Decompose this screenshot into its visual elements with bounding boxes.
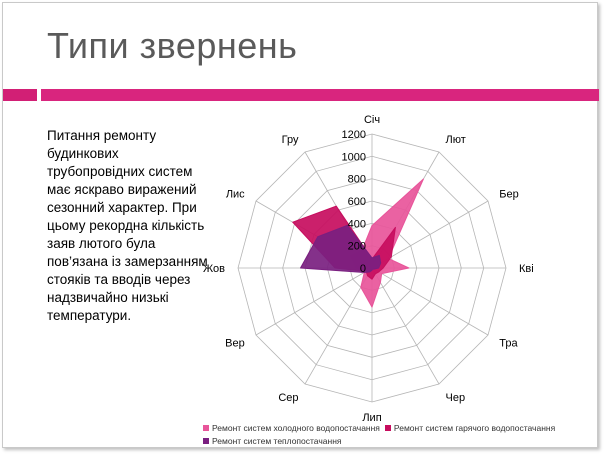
legend-label: Ремонт систем теплопостачання — [212, 436, 342, 446]
category-label: Вер — [225, 338, 245, 350]
category-label: Кві — [519, 263, 534, 275]
radar-series — [292, 178, 424, 308]
category-label: Сер — [278, 392, 298, 404]
radial-tick-label: 600 — [348, 196, 366, 208]
category-label: Лют — [446, 134, 466, 146]
slide: Типи звернень Питання ремонту будинкових… — [2, 2, 599, 448]
category-label: Бер — [499, 189, 518, 201]
legend-swatch — [203, 425, 209, 431]
legend-label: Ремонт систем гарячого водопостачання — [393, 423, 556, 433]
radial-tick-label: 800 — [348, 174, 366, 186]
legend-label: Ремонт систем холодного водопостачання — [212, 423, 380, 433]
grid-spoke — [255, 267, 373, 336]
body-text: Питання ремонту будинкових трубопровідни… — [47, 128, 208, 323]
category-label: Лип — [362, 412, 381, 424]
slide-title: Типи звернень — [47, 25, 298, 66]
radar-labels: 0 200 400 600 800 1000 1200 Січ Лют Бер Кві Тра Чер Л… — [203, 114, 534, 424]
radial-tick-label: 1200 — [342, 129, 366, 141]
radar-chart: 0 200 400 600 800 1000 1200 Січ Лют Бер Кві Тра Чер Л… — [203, 114, 534, 424]
radial-tick-label: 400 — [348, 218, 366, 230]
chart-legend: Ремонт систем холодного водопостачання Ре… — [203, 422, 593, 448]
category-label: Чер — [446, 392, 466, 404]
radial-tick-label: 1000 — [342, 151, 366, 163]
legend-swatch — [203, 438, 209, 444]
legend-item: Ремонт систем теплопостачання — [203, 435, 342, 448]
title-underline-bar — [41, 89, 599, 101]
category-label: Січ — [364, 114, 380, 126]
category-label: Гру — [282, 134, 299, 146]
category-label: Лис — [226, 189, 245, 201]
title-accent-bar — [3, 89, 37, 101]
legend-item: Ремонт систем холодного водопостачання — [203, 422, 380, 435]
category-label: Тра — [499, 338, 518, 350]
series-area-3 — [300, 224, 382, 273]
legend-swatch — [384, 425, 391, 431]
legend-item: Ремонт систем гарячого водопостачання — [384, 422, 556, 435]
radial-tick-label: 200 — [348, 241, 366, 253]
grid-spoke — [371, 267, 489, 336]
category-label: Жов — [203, 263, 225, 275]
grid-spoke — [371, 267, 440, 385]
radial-tick-label: 0 — [360, 263, 366, 275]
